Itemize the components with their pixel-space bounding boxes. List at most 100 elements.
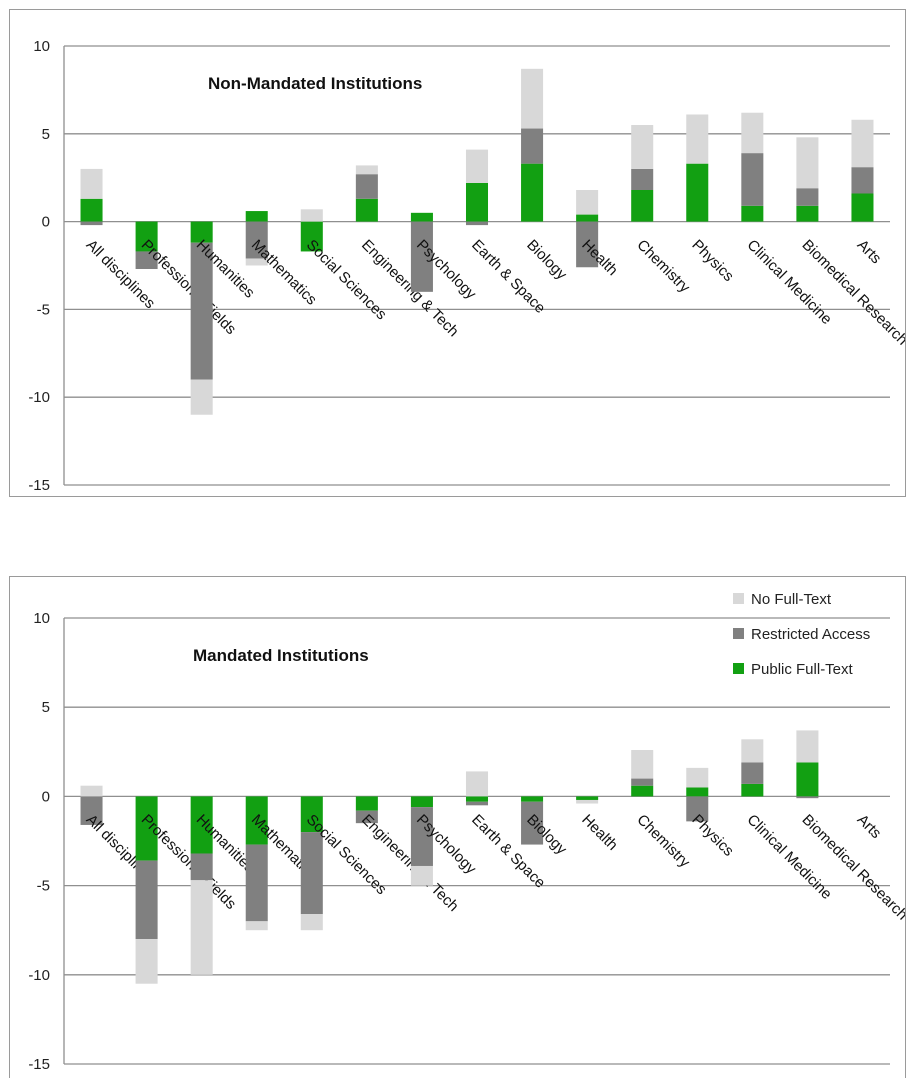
bar-public-full-text-social-sciences bbox=[300, 796, 323, 833]
bar-restricted-access-psychology bbox=[410, 221, 433, 292]
bar-no-full-text-biology bbox=[521, 68, 544, 129]
chart-panel-non-mandated: 10 5 0 -5 -10 -15 All disciplines Professional … bbox=[9, 9, 906, 497]
bar-restricted-access-clinical-medicine bbox=[741, 153, 764, 206]
bar-restricted-access-all-disciplines bbox=[80, 796, 103, 825]
bar-no-full-text-health bbox=[576, 189, 599, 215]
bar-restricted-access-biomedical-research bbox=[796, 188, 819, 206]
y-tick-label: 10 bbox=[33, 38, 50, 55]
x-tick-label-physics: Physics bbox=[688, 236, 737, 285]
bar-no-full-text-engineering-and-tech bbox=[355, 165, 378, 175]
chart-title: Mandated Institutions bbox=[193, 646, 369, 665]
bar-restricted-access-mathematics bbox=[245, 844, 268, 922]
bar-no-full-text-chemistry bbox=[631, 125, 654, 169]
bar-no-full-text-health bbox=[576, 799, 599, 804]
bar-public-full-text-physics bbox=[686, 787, 709, 797]
legend: No Full-Text Restricted Access Public Full… bbox=[733, 591, 870, 678]
bar-public-full-text-humanities bbox=[190, 796, 213, 854]
bar-restricted-access-biology bbox=[521, 128, 544, 164]
bar-public-full-text-chemistry bbox=[631, 189, 654, 222]
bar-public-full-text-chemistry bbox=[631, 785, 654, 797]
legend-swatch-public-full-text bbox=[733, 663, 744, 674]
bar-public-full-text-clinical-medicine bbox=[741, 783, 764, 797]
x-tick-label-arts: Arts bbox=[854, 236, 885, 267]
bar-restricted-access-mathematics bbox=[245, 221, 268, 259]
bar-restricted-access-earth-and-space bbox=[465, 801, 489, 806]
y-tick-label: -10 bbox=[28, 389, 50, 406]
bar-public-full-text-humanities bbox=[190, 221, 213, 243]
bar-public-full-text-arts bbox=[851, 193, 874, 222]
bar-no-full-text-chemistry bbox=[631, 750, 654, 779]
bar-restricted-access-chemistry bbox=[631, 778, 654, 786]
bar-restricted-access-professional-fields bbox=[135, 251, 158, 270]
chart-panel-mandated: 10 5 0 -5 -10 -15 All disciplines Professional … bbox=[9, 576, 906, 1078]
bar-public-full-text-physics bbox=[686, 163, 709, 222]
bar-public-full-text-professional-fields bbox=[135, 796, 158, 861]
bar-public-full-text-psychology bbox=[410, 796, 433, 808]
bar-restricted-access-health bbox=[576, 221, 599, 268]
bar-public-full-text-earth-and-space bbox=[465, 796, 489, 802]
x-tick-label-biology: Biology bbox=[523, 236, 570, 283]
bar-public-full-text-social-sciences bbox=[300, 221, 323, 252]
bar-public-full-text-clinical-medicine bbox=[741, 205, 764, 222]
y-tick-label: 10 bbox=[33, 610, 50, 627]
x-tick-label-health: Health bbox=[578, 811, 621, 854]
y-tick-label: -5 bbox=[37, 878, 50, 895]
bar-public-full-text-professional-fields bbox=[135, 221, 158, 252]
bar-no-full-text-biomedical-research bbox=[796, 730, 819, 763]
bar-no-full-text-clinical-medicine bbox=[741, 739, 764, 763]
bar-public-full-text-biomedical-research bbox=[796, 762, 819, 797]
bar-restricted-access-psychology bbox=[410, 807, 433, 866]
bar-no-full-text-psychology bbox=[410, 865, 433, 886]
legend-swatch-restricted-access bbox=[733, 628, 744, 639]
legend-label-public-full-text: Public Full-Text bbox=[751, 661, 854, 678]
bar-no-full-text-earth-and-space bbox=[465, 149, 489, 183]
bar-public-full-text-engineering-and-tech bbox=[355, 198, 378, 222]
x-tick-label-biomedical-research: Biomedical Research bbox=[799, 811, 905, 923]
y-tick-label: -5 bbox=[37, 301, 50, 318]
bar-public-full-text-all-disciplines bbox=[80, 198, 103, 222]
y-tick-label: -15 bbox=[28, 477, 50, 494]
y-tick-label: 0 bbox=[42, 788, 50, 805]
bar-public-full-text-biology bbox=[521, 163, 544, 222]
legend-swatch-no-full-text bbox=[733, 593, 744, 604]
bar-no-full-text-clinical-medicine bbox=[741, 112, 764, 154]
bar-no-full-text-professional-fields bbox=[135, 939, 158, 984]
bar-public-full-text-biology bbox=[521, 796, 544, 802]
legend-label-no-full-text: No Full-Text bbox=[751, 591, 832, 608]
bar-public-full-text-health bbox=[576, 214, 599, 222]
bar-restricted-access-earth-and-space bbox=[465, 221, 489, 226]
bar-no-full-text-all-disciplines bbox=[80, 785, 103, 797]
y-tick-label: -10 bbox=[28, 967, 50, 984]
bar-no-full-text-mathematics bbox=[245, 921, 268, 931]
bar-no-full-text-physics bbox=[686, 767, 709, 788]
x-tick-label-chemistry: Chemistry bbox=[633, 236, 693, 296]
bar-restricted-access-social-sciences bbox=[300, 832, 323, 915]
bar-restricted-access-all-disciplines bbox=[80, 221, 103, 226]
y-tick-label: 0 bbox=[42, 214, 50, 231]
bar-no-full-text-biomedical-research bbox=[796, 137, 819, 189]
bar-restricted-access-engineering-and-tech bbox=[355, 810, 378, 824]
bar-public-full-text-earth-and-space bbox=[465, 182, 489, 222]
bar-no-full-text-earth-and-space bbox=[465, 771, 489, 797]
chart-title: Non-Mandated Institutions bbox=[208, 74, 422, 93]
bar-restricted-access-engineering-and-tech bbox=[355, 174, 378, 199]
y-tick-label: 5 bbox=[42, 699, 50, 716]
bar-restricted-access-humanities bbox=[190, 242, 213, 380]
x-tick-label-physics: Physics bbox=[688, 811, 737, 860]
legend-label-restricted-access: Restricted Access bbox=[751, 626, 870, 643]
x-tick-label-engineering-and-tech: Engineering & Tech bbox=[358, 811, 462, 915]
x-tick-label-engineering-and-tech: Engineering & Tech bbox=[358, 236, 462, 340]
bar-public-full-text-psychology bbox=[410, 212, 433, 222]
bar-no-full-text-humanities bbox=[190, 880, 213, 975]
y-tick-label: -15 bbox=[28, 1056, 50, 1073]
bar-restricted-access-humanities bbox=[190, 853, 213, 881]
bar-public-full-text-mathematics bbox=[245, 211, 268, 222]
bar-public-full-text-biomedical-research bbox=[796, 205, 819, 222]
x-tick-label-chemistry: Chemistry bbox=[633, 811, 693, 871]
bar-no-full-text-physics bbox=[686, 114, 709, 164]
y-tick-label: 5 bbox=[42, 126, 50, 143]
bar-no-full-text-social-sciences bbox=[300, 209, 323, 222]
bar-no-full-text-arts bbox=[851, 119, 874, 168]
bar-restricted-access-biology bbox=[521, 801, 544, 845]
